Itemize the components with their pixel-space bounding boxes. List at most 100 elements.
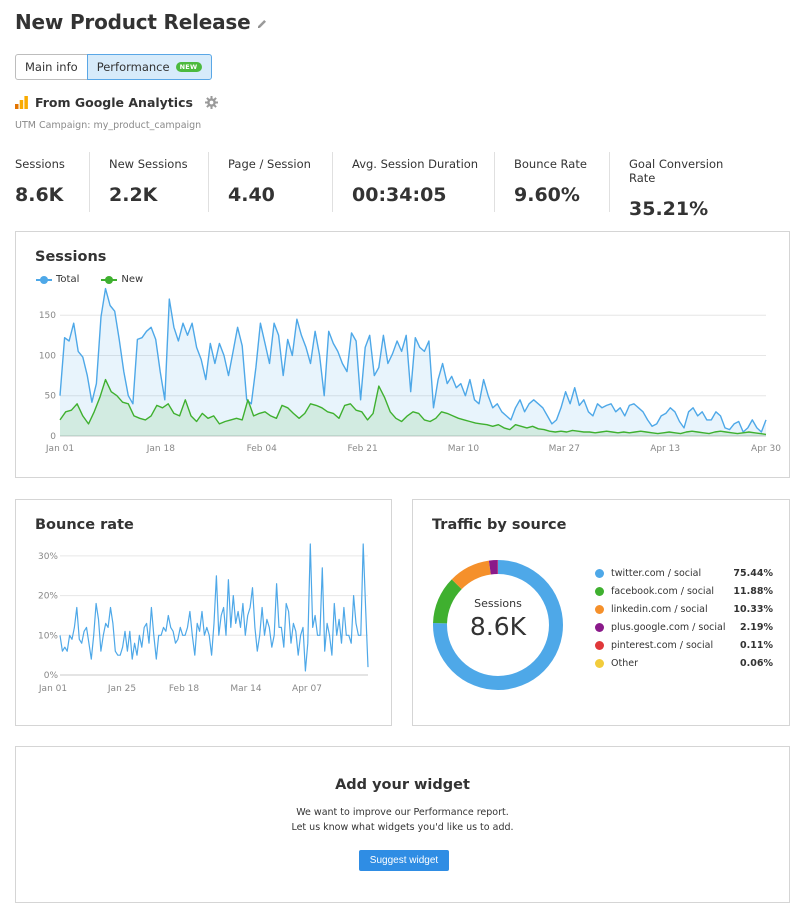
y-tick-label: 20% [38, 592, 58, 602]
y-tick-label: 100 [39, 351, 56, 361]
metric-label: New Sessions [109, 157, 188, 171]
traffic-source-card-title: Traffic by source [432, 517, 567, 533]
legend-marker [36, 275, 52, 284]
metric-label: Goal Conversion Rate [629, 157, 724, 185]
tab-performance[interactable]: Performance NEW [86, 54, 212, 80]
source-dot [595, 586, 604, 596]
x-tick-label: Mar 10 [448, 444, 480, 454]
x-tick-label: Apr 13 [650, 444, 680, 454]
source-dot [595, 640, 604, 650]
sessions-card: Sessions Total New 0 50 100 150 Jan 01 Jan 18… [15, 231, 790, 478]
x-tick-label: Mar 27 [549, 444, 580, 454]
analytics-source-title: From Google Analytics [35, 95, 193, 110]
legend-item-new[interactable]: New [101, 274, 143, 285]
legend-label: New [121, 274, 144, 285]
donut-center-value: 8.6K [469, 612, 527, 641]
metric-label: Page / Session [228, 157, 311, 171]
analytics-source-header: From Google Analytics [15, 95, 218, 110]
list-item: plus.google.com / social 2.19% [595, 618, 773, 636]
x-tick-label: Apr 07 [292, 684, 322, 694]
sessions-chart[interactable]: 0 50 100 150 Jan 01 Jan 18 Feb 04 Feb 21 Mar 10 M… [16, 232, 791, 479]
page-title: New Product Release [15, 10, 251, 34]
x-tick-label: Jan 25 [107, 684, 136, 694]
metric-value: 00:34:05 [352, 184, 447, 206]
x-tick-label: Feb 21 [347, 444, 377, 454]
list-item: pinterest.com / social 0.11% [595, 636, 773, 654]
utm-campaign-label: UTM Campaign: my_product_campaign [15, 120, 202, 131]
source-dot [595, 604, 604, 614]
traffic-source-list: twitter.com / social 75.44% facebook.com… [595, 564, 773, 672]
source-name: facebook.com / social [611, 585, 715, 597]
report-tabs: Main info Performance NEW [15, 54, 212, 80]
metric-sessions: Sessions 8.6K [15, 152, 90, 212]
traffic-donut-chart[interactable] [413, 500, 791, 727]
source-percent: 2.19% [740, 621, 773, 633]
source-percent: 11.88% [733, 585, 773, 597]
x-tick-label: Feb 04 [247, 444, 278, 454]
source-percent: 0.06% [740, 657, 773, 669]
sessions-card-title: Sessions [35, 249, 107, 265]
donut-slice[interactable] [433, 560, 563, 690]
series-line [59, 287, 767, 433]
tab-main-info-label: Main info [25, 60, 78, 74]
gear-icon[interactable] [204, 96, 218, 109]
metric-value: 9.60% [514, 184, 580, 206]
google-analytics-icon [15, 96, 28, 109]
bounce-rate-card-title: Bounce rate [35, 517, 134, 533]
metric-label: Avg. Session Duration [352, 157, 479, 171]
y-tick-label: 30% [38, 552, 58, 562]
x-tick-label: Feb 18 [169, 684, 200, 694]
add-widget-card: Add your widget We want to improve our P… [15, 746, 790, 903]
list-item: facebook.com / social 11.88% [595, 582, 773, 600]
metrics-row: Sessions 8.6K New Sessions 2.2K Page / S… [15, 152, 760, 220]
metric-bounce-rate: Bounce Rate 9.60% [495, 152, 610, 212]
add-widget-text-line1: We want to improve our Performance repor… [296, 807, 509, 818]
bounce-rate-chart[interactable]: 0% 10% 20% 30% Jan 01 Jan 25 Feb 18 Mar 14 Apr 0… [16, 500, 393, 727]
bounce-rate-card: Bounce rate 0% 10% 20% 30% Jan 01 Jan 25 Feb 1… [15, 499, 392, 726]
metric-goal-conversion-rate: Goal Conversion Rate 35.21% [610, 152, 760, 220]
source-name: Other [611, 657, 638, 669]
metric-avg-session-duration: Avg. Session Duration 00:34:05 [333, 152, 495, 212]
legend-label: Total [56, 274, 80, 285]
source-percent: 0.11% [740, 639, 773, 651]
tab-main-info[interactable]: Main info [15, 54, 88, 80]
legend-item-total[interactable]: Total [36, 274, 79, 285]
x-tick-label: Jan 01 [38, 684, 67, 694]
series-line [59, 378, 767, 436]
source-percent: 10.33% [733, 603, 773, 615]
metric-value: 35.21% [629, 198, 709, 220]
source-dot [595, 568, 604, 578]
metric-label: Bounce Rate [514, 157, 587, 171]
page-header: New Product Release [15, 10, 268, 34]
metric-label: Sessions [15, 157, 65, 171]
y-tick-label: 0 [50, 432, 56, 442]
y-tick-label: 150 [39, 311, 56, 321]
x-tick-label: Apr 30 [751, 444, 781, 454]
source-name: pinterest.com / social [611, 639, 714, 651]
metric-value: 4.40 [228, 184, 275, 206]
bounce-rate-line [59, 543, 369, 672]
source-name: twitter.com / social [611, 567, 702, 579]
y-tick-label: 50 [45, 392, 57, 402]
suggest-widget-button[interactable]: Suggest widget [359, 850, 449, 871]
y-tick-label: 0% [44, 671, 59, 681]
add-widget-title: Add your widget [335, 777, 470, 793]
source-percent: 75.44% [733, 567, 773, 579]
y-tick-label: 10% [38, 631, 58, 641]
list-item: linkedin.com / social 10.33% [595, 600, 773, 618]
series-area [60, 288, 766, 436]
list-item: Other 0.06% [595, 654, 773, 672]
metric-page-per-session: Page / Session 4.40 [209, 152, 333, 212]
donut-center-label: Sessions [474, 597, 522, 610]
tab-performance-label: Performance [96, 60, 170, 74]
metric-value: 8.6K [15, 184, 64, 206]
sessions-legend: Total New [36, 274, 165, 285]
traffic-source-card: Traffic by source Sessions 8.6K twitter.… [412, 499, 790, 726]
source-dot [595, 658, 604, 668]
list-item: twitter.com / social 75.44% [595, 564, 773, 582]
series-area [60, 379, 766, 436]
x-tick-label: Jan 18 [146, 444, 175, 454]
new-badge: NEW [175, 62, 202, 72]
pencil-icon[interactable] [256, 18, 268, 30]
add-widget-text-line2: Let us know what widgets you'd like us t… [291, 822, 514, 833]
